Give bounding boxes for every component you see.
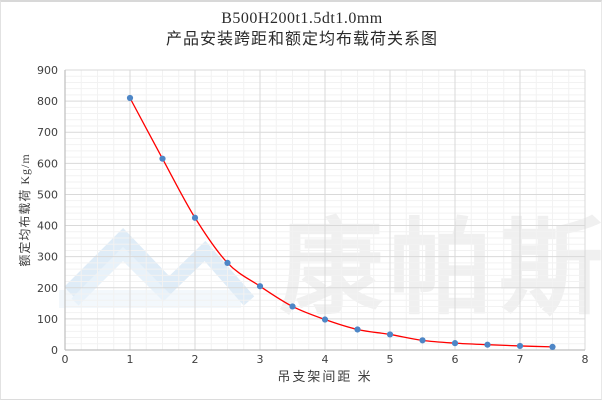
- y-tick-label: 100: [37, 313, 58, 326]
- y-tick-label: 900: [37, 64, 58, 77]
- x-tick-label: 2: [192, 353, 199, 366]
- data-point-marker: [451, 340, 459, 347]
- data-point-marker: [224, 259, 231, 266]
- x-axis-title: 吊支架间距 米: [277, 369, 373, 384]
- chart-title-line1: B500H200t1.5dt1.0mm: [221, 10, 383, 27]
- y-tick-label: 500: [37, 188, 58, 201]
- axes: [64, 70, 585, 351]
- y-tick-label: 700: [37, 126, 58, 139]
- x-tick-label: 8: [582, 353, 589, 366]
- x-tick-label: 3: [257, 353, 264, 366]
- data-point-marker: [256, 283, 264, 290]
- data-point-marker: [386, 331, 394, 338]
- data-point-marker: [549, 343, 556, 350]
- y-tick-label: 200: [37, 282, 58, 295]
- data-point-marker: [484, 341, 491, 348]
- data-point-marker: [289, 303, 296, 310]
- y-tick-label: 300: [37, 251, 58, 264]
- data-point-marker: [354, 326, 361, 333]
- y-tick-label: 600: [37, 157, 58, 170]
- x-tick-label: 0: [62, 353, 69, 366]
- x-tick-label: 6: [452, 353, 459, 366]
- x-tick-label: 1: [127, 353, 134, 366]
- data-point-marker: [126, 94, 134, 102]
- y-tick-label: 400: [37, 220, 58, 233]
- y-tick-label: 800: [37, 95, 58, 108]
- data-point-marker: [191, 214, 199, 221]
- data-point-marker: [516, 342, 524, 350]
- y-tick-label: 0: [51, 344, 58, 357]
- data-point-marker: [321, 316, 329, 323]
- x-tick-label: 7: [517, 353, 524, 366]
- tick-labels: 0 100 200 300 400 500 600 700 800 900 0 1 2 3 4 5 6 7 8: [37, 64, 589, 366]
- data-point-marker: [419, 337, 426, 344]
- chart-title: B500H200t1.5dt1.0mm 产品安装跨距和额定均布载荷关系图: [1, 8, 601, 50]
- data-point-marker: [159, 155, 166, 162]
- chart-title-line2: 产品安装跨距和额定均布载荷关系图: [165, 31, 438, 48]
- gridlines: [65, 69, 586, 350]
- x-tick-label: 4: [322, 353, 329, 366]
- x-tick-label: 5: [387, 353, 394, 366]
- data-points: [126, 94, 556, 350]
